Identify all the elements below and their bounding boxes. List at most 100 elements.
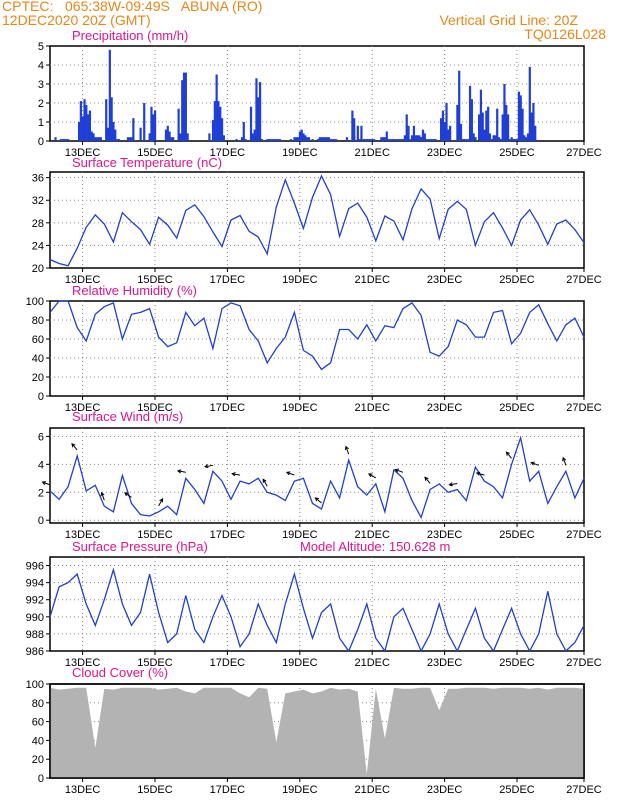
precip-bar-b-2 [153,110,157,141]
precip-bar-a-52 [244,139,247,141]
precip-bar-a-123 [429,139,432,141]
precip-bar-b-12 [360,125,363,141]
precip-bar-b-57 [521,108,524,141]
precip-bar-a-103 [392,139,396,141]
precip-bar-b-45 [496,108,499,141]
precip-bar-a-11 [87,114,90,141]
xtick-label-1-5: 23DEC [427,274,463,286]
precip-bar-a-58 [268,139,271,141]
precip-bar-a-27 [126,137,130,141]
xtick-label-4-5: 23DEC [427,657,463,669]
precip-bar-a-40 [182,72,186,141]
precip-bar-a-67 [295,137,298,141]
precip-bar-b-48 [503,84,506,141]
precip-bar-a-28 [128,137,131,141]
precip-bar-a-128 [463,139,466,141]
xtick-label-4-4: 21DEC [354,657,390,669]
xtick-label-0-6: 25DEC [499,147,535,159]
precip-bar-b-25 [443,122,446,141]
xtick-label-5-7: 27DEC [566,784,602,796]
precip-bar-a-96 [367,139,370,141]
precip-bar-a-39 [181,80,184,141]
precip-bar-b-21 [421,129,425,141]
precip-bar-b-24 [441,110,445,141]
precip-bar-a-68 [296,137,300,141]
xtick-label-5-5: 23DEC [427,784,463,796]
precip-bar-a-12 [88,110,92,141]
ytick-label-0-3: 3 [38,79,44,91]
precip-bar-a-63 [277,139,280,141]
xtick-label-4-2: 17DEC [210,657,246,669]
wind-arrow-4 [158,498,164,507]
precip-bar-a-73 [306,137,309,141]
wind-arrow-6 [204,464,214,468]
precip-bar-a-86 [335,139,338,141]
ytick-label-1-1: 24 [32,240,44,252]
xtick-label-1-6: 25DEC [499,274,535,286]
precip-bar-b-27 [447,129,450,141]
precip-bar-a-106 [398,139,401,141]
precip-bar-b-30 [458,70,461,141]
xtick-label-3-6: 25DEC [499,529,535,541]
precip-bar-b-59 [525,137,528,141]
precip-bar-b-7 [249,106,253,141]
precip-bar-a-126 [434,139,437,141]
wind-title: Surface Wind (m/s) [72,409,184,424]
panel-frame-1 [49,171,585,269]
ytick-label-0-4: 4 [38,60,44,72]
wind-arrowhead-12 [367,473,373,478]
precip-bar-b-5 [219,106,222,141]
precip-bar-b-17 [403,135,406,141]
xtick-label-5-6: 25DEC [499,784,535,796]
precip-bar-a-129 [465,139,468,141]
xtick-label-2-2: 17DEC [210,402,246,414]
wind-arrowhead-5 [176,469,182,474]
xtick-label-1-4: 21DEC [354,274,390,286]
precip-bar-b-32 [468,85,472,141]
precip-bar-a-114 [412,125,416,141]
precip-bar-b-13 [380,137,383,141]
wind-arrowhead-9 [285,471,291,476]
precip-bar-b-47 [501,114,504,141]
xtick-label-5-3: 19DEC [282,784,318,796]
wind-arrowhead-16 [475,471,481,476]
precip-bar-b-15 [383,137,387,141]
wind-arrow-7 [232,473,241,476]
precip-bar-a-32 [143,103,146,141]
precip-bar-a-16 [96,137,99,141]
xtick-label-3-0: 13DEC [65,529,101,541]
precip-bar-b-53 [514,139,517,141]
precip-bar-a-122 [427,139,430,141]
precip-bar-a-70 [300,129,303,141]
precip-bar-a-104 [394,139,397,141]
precip-bar-a-77 [318,137,321,141]
wind-arrow-11 [345,446,350,455]
xtick-label-2-1: 15DEC [137,402,173,414]
ytick-label-4-4: 994 [26,578,44,590]
precip-bar-a-4 [65,139,68,141]
panel-frame-2 [49,300,585,397]
xtick-label-0-3: 19DEC [282,147,318,159]
precip-bar-a-48 [222,135,225,141]
ytick-label-1-2: 28 [32,218,44,230]
precip-bar-a-108 [401,139,405,141]
xtick-label-3-1: 15DEC [137,529,173,541]
precip-bar-a-78 [320,137,323,141]
precip-bar-a-23 [112,122,115,141]
precip-bar-b-38 [481,112,484,141]
precip-bar-b-60 [526,133,530,141]
precip-bar-a-19 [105,99,108,141]
precip-bar-a-93 [362,139,365,141]
precip-bar-a-139 [499,139,502,141]
precip-bar-a-69 [298,131,302,141]
precip-bar-a-61 [273,139,276,141]
precip-bar-a-85 [333,139,336,141]
precip-bar-b-18 [405,114,408,141]
xtick-label-5-1: 15DEC [137,784,173,796]
series-line-4 [49,567,585,653]
precip-bar-a-97 [369,139,372,141]
wind-arrowhead-15 [448,482,453,487]
precip-bar-a-55 [258,82,262,141]
precip-bar-a-1 [59,139,63,141]
precip-bar-a-10 [85,104,88,141]
